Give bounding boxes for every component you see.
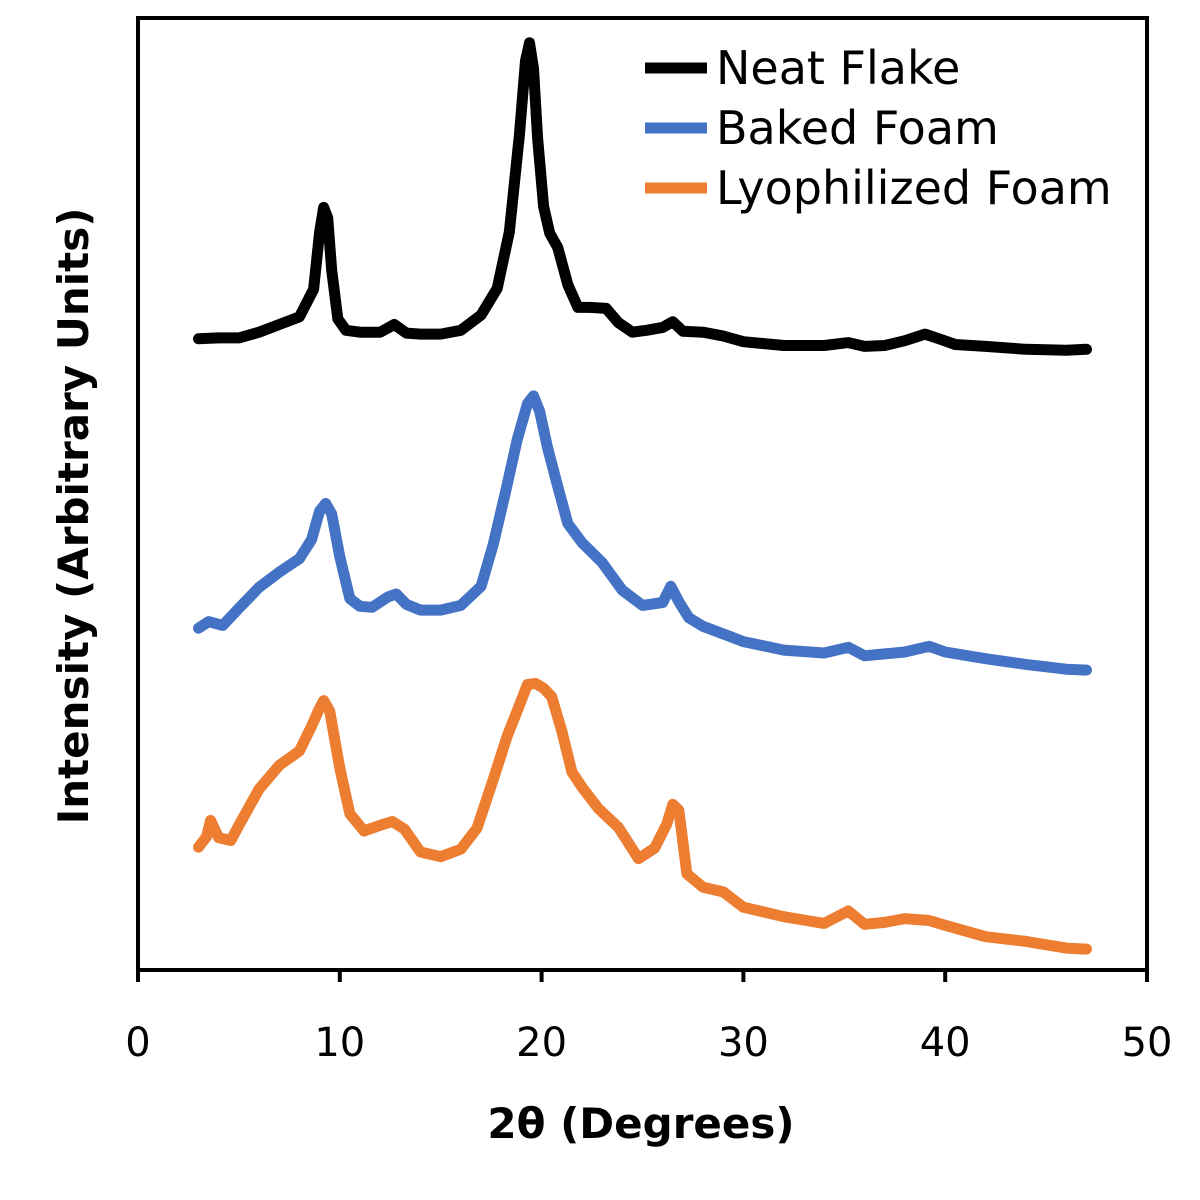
x-tick-label: 0: [125, 1020, 150, 1066]
legend-label-lyophilized-foam: Lyophilized Foam: [716, 161, 1112, 215]
x-tick-label: 40: [920, 1020, 971, 1066]
series-line-baked-foam: [193, 390, 1092, 676]
x-tick-label: 50: [1122, 1020, 1173, 1066]
legend-label-neat-flake: Neat Flake: [716, 41, 960, 95]
y-axis-title: Intensity (Arbitrary Units): [49, 208, 98, 825]
x-tick-label: 30: [718, 1020, 769, 1066]
series-line-lyophilized-foam: [193, 677, 1092, 955]
plot-frame: [136, 16, 1149, 972]
legend-label-baked-foam: Baked Foam: [716, 101, 999, 155]
x-tick-label: 10: [314, 1020, 365, 1066]
x-tick-label: 20: [516, 1020, 567, 1066]
x-axis-title: 2θ (Degrees): [487, 1099, 794, 1148]
series-line-neat-flake: [193, 37, 1092, 356]
